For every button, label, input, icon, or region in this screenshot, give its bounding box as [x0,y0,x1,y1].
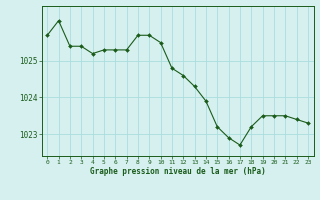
X-axis label: Graphe pression niveau de la mer (hPa): Graphe pression niveau de la mer (hPa) [90,167,266,176]
